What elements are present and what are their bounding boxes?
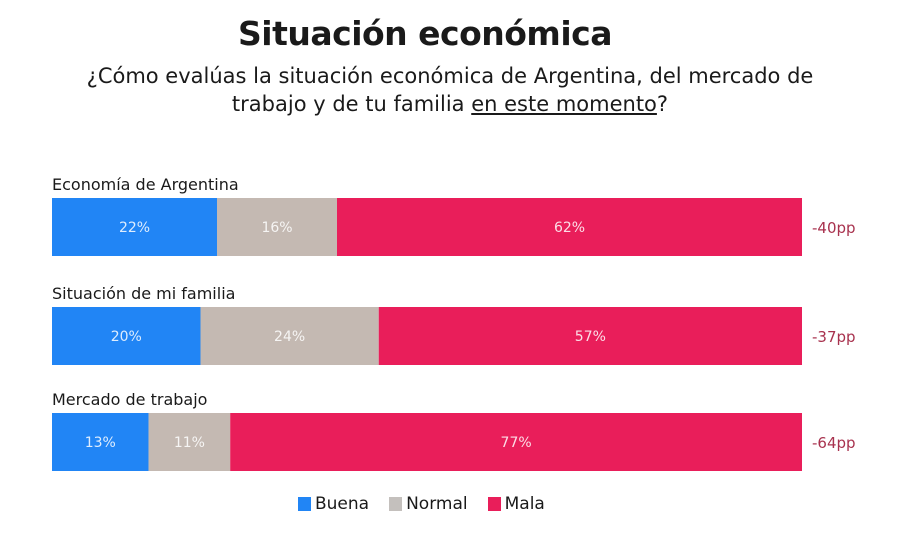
legend-label: Mala [504, 494, 545, 514]
data-label: 24% [274, 329, 305, 345]
bar-segment-buena [52, 198, 217, 256]
data-label: 11% [174, 435, 205, 451]
subtitle-emphasis: en este momento [471, 92, 657, 116]
bar-segment-normal [217, 198, 337, 256]
data-label: 77% [501, 435, 532, 451]
legend-swatch-buena [298, 497, 311, 511]
bar-segment-mala [337, 198, 802, 256]
net-label: -64pp [812, 434, 856, 452]
legend-swatch-normal [389, 497, 403, 511]
bar-segment-mala [378, 307, 802, 365]
subtitle-end: ? [656, 92, 669, 116]
chart-title: Situación económica [238, 14, 612, 53]
legend-swatch-mala [487, 497, 501, 511]
bar-segment-mala [230, 413, 802, 471]
bar-segment-buena [52, 307, 201, 365]
legend-item-normal: Normal [389, 494, 468, 514]
data-label: 57% [575, 329, 606, 345]
legend-item-mala: Mala [487, 494, 545, 514]
data-label: 20% [111, 329, 142, 345]
category-label: Situación de mi familia [52, 284, 235, 303]
category-label: Mercado de trabajo [52, 390, 207, 409]
chart-subtitle: ¿Cómo evalúas la situación económica de … [60, 62, 840, 118]
subtitle-text: ¿Cómo evalúas la situación económica de … [86, 64, 814, 116]
net-label: -37pp [812, 328, 856, 346]
bar-segment-normal [200, 307, 379, 365]
net-label: -40pp [812, 219, 856, 237]
bar-segment-buena [52, 413, 149, 471]
legend-label: Buena [315, 494, 370, 514]
legend-label: Normal [406, 494, 468, 514]
data-label: 16% [261, 220, 292, 236]
bar-segment-normal [148, 413, 231, 471]
data-label: 13% [85, 435, 116, 451]
data-label: 22% [119, 220, 150, 236]
data-label: 62% [554, 220, 585, 236]
legend-item-buena: Buena [298, 494, 369, 514]
legend: Buena Normal Mala [298, 494, 545, 514]
category-label: Economía de Argentina [52, 175, 239, 194]
